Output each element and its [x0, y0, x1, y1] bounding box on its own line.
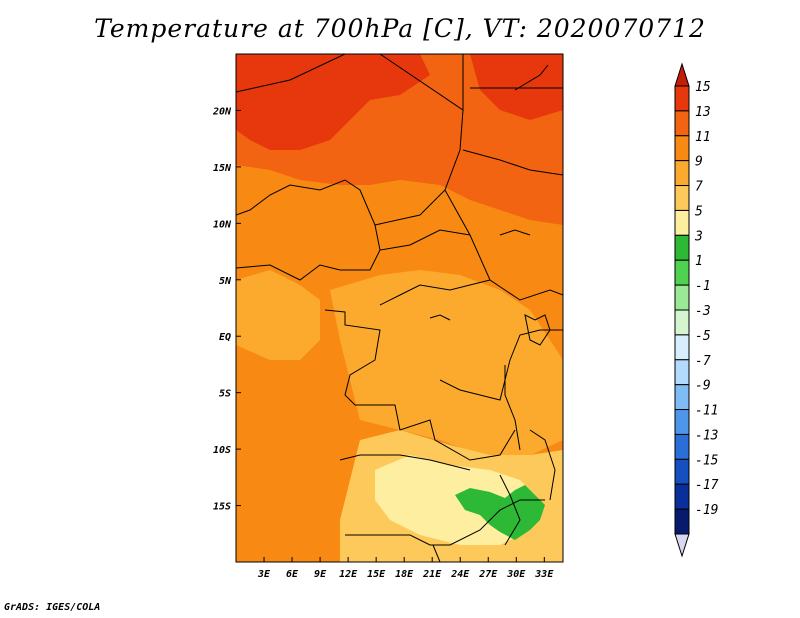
x-tick-label: 15E — [367, 569, 386, 580]
colorbar-swatch — [674, 309, 690, 336]
colorbar-swatch — [674, 85, 690, 112]
colorbar-label: 3 — [694, 229, 703, 244]
border-line — [236, 224, 381, 281]
colorbar-label: 13 — [695, 105, 711, 120]
footer-credit: GrADS: IGES/COLA — [4, 602, 101, 613]
border-line — [429, 314, 451, 321]
border-line — [345, 499, 545, 546]
x-tick-label: 21E — [422, 569, 442, 580]
y-tick-label: 10S — [213, 445, 231, 456]
colorbar-swatch — [674, 209, 690, 236]
plot-frame — [235, 53, 564, 563]
border-line — [432, 544, 441, 562]
y-tick-label: 5N — [219, 276, 232, 287]
colorbar-swatch — [674, 284, 690, 311]
colorbar-swatch — [674, 110, 690, 137]
colorbar-label: -9 — [695, 379, 711, 394]
temperature-field — [236, 54, 563, 562]
y-tick-label: 20N — [212, 106, 232, 117]
colorbar-swatch — [674, 508, 690, 535]
border-line — [324, 309, 516, 461]
x-tick-label: 24E — [450, 569, 470, 580]
colorbar-swatch — [674, 135, 690, 162]
field-region-congo — [330, 270, 563, 460]
x-tick-label: 33E — [534, 569, 554, 580]
x-tick-label: 6E — [286, 569, 299, 580]
colorbar-swatch — [674, 234, 690, 261]
colorbar-swatch — [674, 384, 690, 411]
x-axis: 3E 6E 9E 12E 15E 18E 21E 24E 27E 30E 33E — [257, 557, 554, 580]
colorbar-swatch — [674, 433, 690, 460]
y-tick-label: 15S — [213, 502, 231, 513]
x-tick-label: 30E — [506, 569, 526, 580]
field-region-ethiopia — [470, 54, 563, 120]
border-line — [379, 279, 491, 306]
border-line — [504, 365, 521, 451]
colorbar-swatch — [674, 483, 690, 510]
border-line — [514, 64, 549, 91]
border-line — [524, 314, 551, 346]
y-tick-label: 5S — [219, 389, 231, 400]
y-axis: 20N 15N 10N 5N EQ 5S 10S 15S — [212, 106, 241, 513]
colorbar-swatch — [674, 185, 690, 211]
field-region-west-cooler — [236, 270, 320, 360]
y-tick-label: EQ — [219, 332, 231, 343]
colorbar-label: 15 — [695, 80, 711, 95]
colorbar-label: 1 — [695, 254, 703, 269]
border-line — [444, 189, 563, 301]
colorbar-label: -3 — [695, 304, 711, 319]
border-line — [529, 429, 556, 501]
colorbar-label: 9 — [695, 155, 703, 170]
x-tick-label: 9E — [314, 569, 327, 580]
colorbar-swatch — [674, 334, 690, 361]
colorbar-label: -15 — [695, 453, 719, 468]
boundary-lines — [236, 54, 563, 562]
border-line — [236, 109, 464, 226]
x-tick-label: 12E — [339, 569, 358, 580]
y-tick-label: 10N — [213, 219, 232, 230]
colorbar-swatch — [674, 259, 690, 286]
border-line — [339, 454, 471, 471]
colorbar-label: -19 — [695, 503, 718, 518]
colorbar-swatch — [674, 409, 690, 435]
border-line — [379, 229, 471, 251]
colorbar-label: -1 — [695, 279, 711, 294]
colorbar-label: 11 — [695, 130, 711, 145]
colorbar-swatch — [674, 359, 690, 386]
x-tick-label: 3E — [257, 569, 271, 580]
colorbar-label: -11 — [695, 404, 718, 419]
field-region-zambia-cool — [455, 485, 545, 540]
colorbar: 15 13 11 9 7 5 3 1 -1 -3 -5 -7 -9 -11 -13 -15 -17 -19 — [674, 62, 719, 558]
colorbar-label: 5 — [695, 204, 703, 219]
field-region-sahara-hot — [236, 54, 430, 150]
border-line — [236, 54, 346, 93]
y-tick-label: 15N — [213, 163, 232, 174]
colorbar-label: -13 — [695, 428, 718, 443]
colorbar-bottom-arrow — [674, 533, 690, 558]
border-line — [462, 149, 563, 176]
border-line — [499, 474, 521, 546]
colorbar-top-arrow — [674, 62, 690, 87]
colorbar-swatch — [674, 160, 690, 187]
colorbar-label: -7 — [695, 354, 711, 369]
chart-title: Temperature at 700hPa [C], VT: 202007071… — [94, 14, 706, 43]
border-line — [499, 229, 531, 236]
colorbar-label: -5 — [695, 329, 711, 344]
x-tick-label: 27E — [478, 569, 498, 580]
colorbar-swatch — [674, 458, 690, 485]
colorbar-label: 7 — [695, 180, 703, 195]
border-line — [439, 329, 563, 401]
colorbar-label: -17 — [695, 478, 719, 493]
x-tick-label: 18E — [395, 569, 414, 580]
